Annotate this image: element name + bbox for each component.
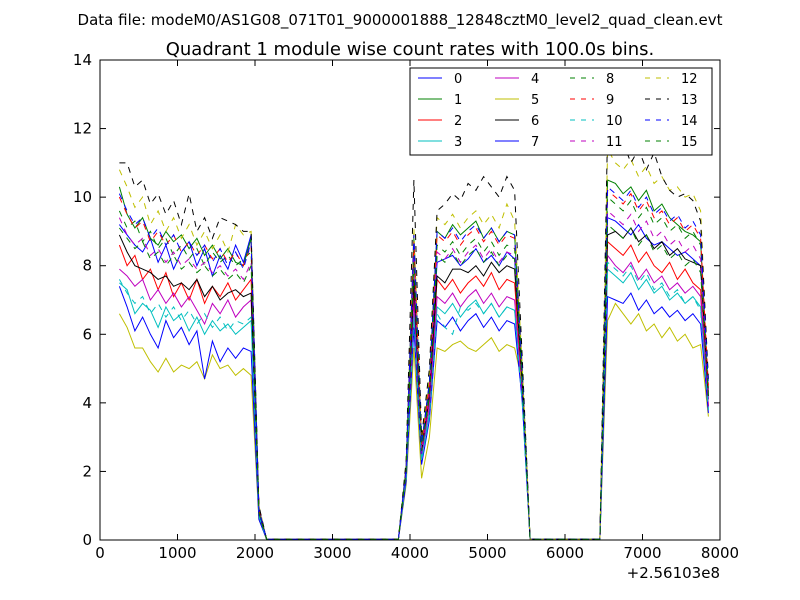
chart-title: Quadrant 1 module wise count rates with …: [166, 39, 655, 60]
series-line-15: [118, 223, 709, 540]
legend-label-11: 11: [606, 135, 623, 150]
y-tick-label: 10: [73, 188, 92, 206]
legend-label-4: 4: [531, 72, 539, 87]
legend-label-5: 5: [531, 93, 539, 108]
series-line-3: [119, 268, 709, 540]
y-tick-label: 6: [82, 325, 92, 343]
x-tick-label: 3000: [313, 544, 351, 562]
x-tick-label: 5000: [468, 544, 506, 562]
series-line-11: [118, 209, 709, 540]
x-tick-label: 8000: [701, 544, 739, 562]
series-line-6: [118, 227, 709, 540]
y-tick-label: 8: [82, 257, 92, 275]
x-tick-label: 4000: [391, 544, 429, 562]
y-tick-label: 0: [82, 531, 92, 549]
series-line-5: [118, 302, 709, 540]
y-tick-label: 12: [73, 120, 92, 138]
legend-label-1: 1: [454, 93, 462, 108]
plot-area: 0 1000 2000 3000 4000 5000 6000 7000 8000 0 2 4 6 8 1…: [73, 51, 739, 582]
x-offset-label: +2.56103e8: [627, 564, 720, 582]
legend-frame: [409, 67, 713, 156]
y-tick-label: 2: [82, 462, 92, 480]
legend-label-10: 10: [606, 114, 623, 129]
legend-label-9: 9: [606, 93, 614, 108]
data-file-suptitle: Data file: modeM0/AS1G08_071T01_90000018…: [78, 11, 723, 30]
legend-label-15: 15: [681, 135, 698, 150]
x-tick-label: 7000: [623, 544, 661, 562]
x-axis: 0 1000 2000 3000 4000 5000 6000 7000 8000: [95, 60, 739, 562]
x-tick-label: 1000: [158, 544, 196, 562]
series-line-10: [118, 261, 709, 540]
x-tick-label: 6000: [546, 544, 584, 562]
legend-label-3: 3: [454, 135, 462, 150]
legend-label-13: 13: [681, 93, 698, 108]
legend-label-2: 2: [454, 114, 462, 129]
series-line-7: [118, 286, 709, 540]
legend-label-0: 0: [454, 72, 462, 87]
y-tick-label: 4: [82, 394, 92, 412]
y-tick-label: 14: [73, 51, 92, 69]
series-line-4: [119, 253, 709, 540]
series-group: [118, 109, 709, 540]
legend-label-12: 12: [681, 72, 698, 87]
legend-label-6: 6: [531, 114, 539, 129]
legend-label-14: 14: [681, 114, 698, 129]
legend-label-8: 8: [606, 72, 614, 87]
x-tick-label: 0: [95, 544, 105, 562]
x-tick-label: 2000: [236, 544, 274, 562]
series-line-14: [118, 185, 709, 540]
legend-label-7: 7: [531, 135, 539, 150]
